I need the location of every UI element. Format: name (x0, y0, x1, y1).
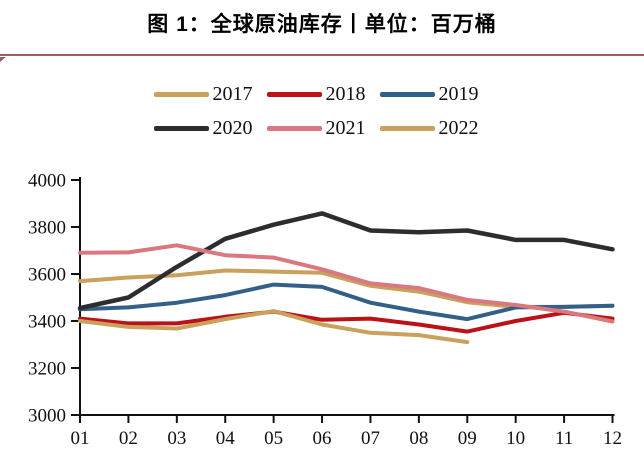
x-tick-label: 06 (313, 428, 332, 449)
legend-swatch-2018 (266, 92, 322, 97)
x-tick-label: 04 (216, 428, 236, 449)
x-tick-label: 12 (603, 428, 622, 449)
legend-label-2019: 2019 (438, 83, 479, 105)
x-tick-label: 01 (71, 428, 90, 449)
legend-item-2022: 2022 (379, 117, 491, 140)
left-margin-mark (0, 57, 6, 62)
legend-swatch-2020 (153, 126, 209, 131)
y-tick-label: 3800 (28, 218, 66, 239)
y-tick-label: 3400 (28, 312, 66, 333)
x-tick-label: 03 (167, 428, 186, 449)
legend-label-2018: 2018 (325, 83, 366, 105)
legend-swatch-2019 (379, 92, 435, 97)
legend-item-2017: 2017 (153, 83, 265, 106)
legend-label-2021: 2021 (325, 117, 366, 139)
series-line-2020 (77, 211, 615, 311)
x-tick-label: 11 (555, 428, 573, 449)
legend-row: 2020 2021 2022 (153, 117, 492, 140)
legend-swatch-2017 (153, 92, 209, 97)
legend-swatch-2022 (379, 126, 435, 131)
x-tick-label: 08 (409, 428, 428, 449)
legend-item-2020: 2020 (153, 117, 265, 140)
figure-title: 图 1：全球原油库存丨单位：百万桶 (147, 13, 497, 36)
legend-row: 2017 2018 2019 (153, 83, 492, 106)
legend-item-2021: 2021 (266, 117, 378, 140)
y-tick-label: 4000 (28, 171, 66, 192)
series-line-2022 (78, 309, 470, 345)
legend-label-2022: 2022 (438, 117, 479, 139)
series-line-2018 (78, 309, 615, 334)
series-line-2019 (78, 282, 615, 322)
x-tick-label: 07 (361, 428, 380, 449)
x-tick-label: 05 (264, 428, 283, 449)
y-tick-label: 3200 (28, 359, 66, 380)
legend-label-2017: 2017 (212, 83, 253, 105)
series-line-2021 (78, 243, 615, 324)
legend-swatch-2021 (266, 126, 322, 131)
legend-item-2019: 2019 (379, 83, 491, 106)
x-tick-label: 10 (506, 428, 525, 449)
header-rule (0, 54, 644, 56)
legend-label-2020: 2020 (212, 117, 253, 139)
x-tick-label: 02 (119, 428, 138, 449)
legend-item-2018: 2018 (266, 83, 378, 106)
x-tick-label: 09 (458, 428, 477, 449)
chart-legend: 2017 2018 2019 2020 2021 2022 (0, 83, 644, 140)
y-tick-label: 3600 (28, 265, 66, 286)
y-tick-label: 3000 (28, 406, 66, 427)
